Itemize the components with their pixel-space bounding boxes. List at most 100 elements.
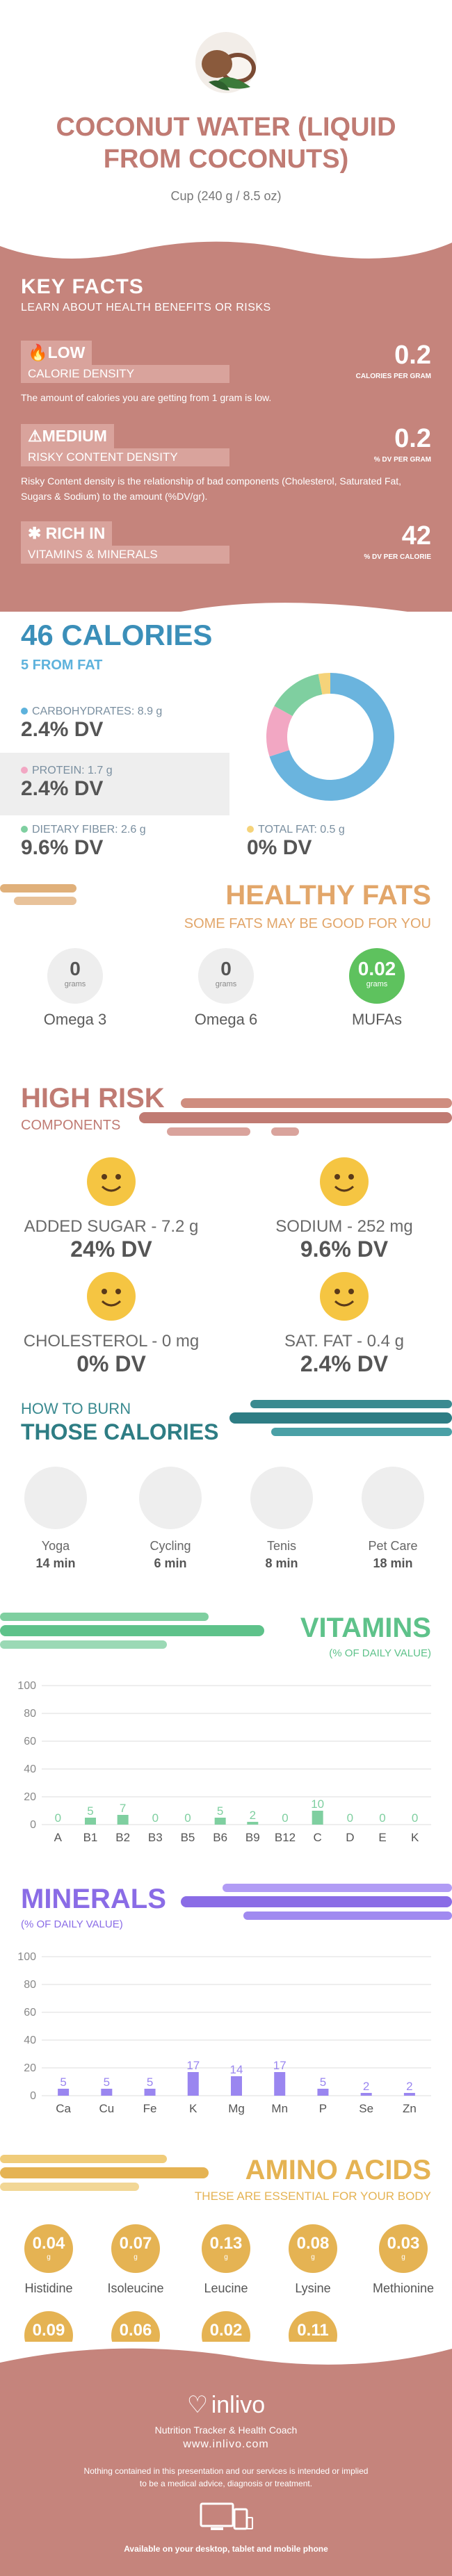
amino-value: 0.07 <box>119 2234 152 2253</box>
footer-url[interactable]: www.inlivo.com <box>183 2438 269 2450</box>
bar-value-label: 17 <box>186 2059 200 2072</box>
bar-value-label: 2 <box>250 1809 256 1822</box>
activity-name: Tenis <box>266 1539 297 1553</box>
bar-value-label: 5 <box>320 2076 326 2089</box>
activity-name: Yoga <box>41 1539 70 1553</box>
donut-slice-fat <box>318 673 330 695</box>
bar-Mn <box>274 2072 286 2096</box>
minerals-bar-chart: 0 20 40 60 80 100 5 Ca 5 Cu 5 Fe 17 K 14 Mg 17 Mn 5 P 2 Se 2 Zn <box>17 1951 431 2115</box>
activity-name: Cycling <box>150 1539 191 1553</box>
decor-stripes <box>0 2155 209 2191</box>
activity-time: 6 min <box>154 1556 187 1570</box>
risk-label: CHOLESTEROL - 0 mg <box>23 1332 200 1351</box>
x-tick-label: B9 <box>245 1831 260 1844</box>
fat-value: 0 <box>70 958 81 979</box>
footer-disclaimer-2: to be a medical advice, diagnosis or tre… <box>139 2479 313 2488</box>
fact-level-text: RICH IN <box>45 524 106 542</box>
wave-divider <box>0 2342 452 2365</box>
nutrient-dv: 2.4% DV <box>21 777 104 800</box>
bar-K <box>187 2072 199 2096</box>
amino-unit: g <box>401 2253 405 2261</box>
bar-Mg <box>231 2076 242 2096</box>
fat-unit: grams <box>64 980 86 988</box>
bar-P <box>317 2089 329 2096</box>
x-tick-label: D <box>346 1831 354 1844</box>
bar-B1 <box>85 1818 96 1825</box>
amino-histidine: 0.04 g Histidine <box>3 2224 94 2296</box>
activity-tenis: Tenis 8 min <box>247 1467 316 1571</box>
nutrient-label: TOTAL FAT: 0.5 g <box>258 824 345 835</box>
amino-value: 0.03 <box>387 2234 420 2253</box>
key-facts-subtitle: LEARN ABOUT HEALTH BENEFITS OR RISKS <box>21 302 271 313</box>
x-tick-label: Mn <box>271 2102 288 2115</box>
fat-value: 0.02 <box>357 958 396 979</box>
bar-value-label: 0 <box>152 1811 159 1825</box>
nutrient-label: DIETARY FIBER: 2.6 g <box>32 824 146 835</box>
bar-value-label: 0 <box>347 1811 353 1825</box>
x-tick-label: B5 <box>181 1831 195 1844</box>
fat-value: 0 <box>220 958 232 979</box>
fact-level: ✱ RICH IN <box>21 521 113 546</box>
title-line-1: COCONUT WATER (LIQUID <box>56 113 396 142</box>
bar-value-label: 5 <box>104 2076 110 2089</box>
calories-section: 46 CALORIES 5 FROM FAT CARBOHYDRATES: 8.… <box>0 603 452 904</box>
healthy-fats-subtitle: SOME FATS MAY BE GOOD FOR YOU <box>184 916 431 931</box>
page-title: COCONUT WATER (LIQUID FROM COCONUTS) <box>0 111 452 175</box>
fat-omega6-label: Omega 6 <box>194 1011 258 1028</box>
yoga-icon <box>24 1467 87 1529</box>
vitamins-title: VITAMINS <box>300 1613 431 1643</box>
x-tick-label: A <box>54 1831 63 1844</box>
decor-stripes <box>139 1098 452 1136</box>
heart-logo-icon: ♡ <box>186 2392 209 2418</box>
coconut-icon <box>195 32 257 93</box>
serving-size: Cup (240 g / 8.5 oz) <box>170 189 282 203</box>
bar-value-label: 14 <box>230 2063 243 2076</box>
fact-description: Risky Content density is the relationshi… <box>21 475 402 502</box>
amino-value: 0.13 <box>209 2234 243 2253</box>
bar-B9 <box>247 1822 259 1825</box>
bar-value-label: 0 <box>412 1811 418 1825</box>
y-tick-label: 80 <box>24 1979 36 1991</box>
amino-name: Histidine <box>24 2281 73 2295</box>
smiley-icon <box>87 1157 136 1206</box>
key-facts-title: KEY FACTS <box>21 275 144 298</box>
fact-level-text: MEDIUM <box>42 427 107 445</box>
fat-omega3-label: Omega 3 <box>43 1011 107 1028</box>
decor-stripes <box>0 884 76 905</box>
nutrient-total-fat: TOTAL FAT: 0.5 g 0% DV <box>247 817 449 867</box>
fact-unit: % DV PER CALORIE <box>364 553 431 561</box>
x-tick-label: K <box>411 1831 419 1844</box>
fact-level-text: LOW <box>47 343 86 361</box>
activity-pet-care: Pet Care 18 min <box>358 1467 428 1571</box>
y-tick-label: 60 <box>24 2007 36 2019</box>
risk-label: SODIUM - 252 mg <box>275 1217 413 1236</box>
footer-disclaimer-1: Nothing contained in this presentation a… <box>83 2466 369 2476</box>
y-tick-label: 0 <box>30 2090 36 2102</box>
y-tick-label: 40 <box>24 2035 36 2046</box>
nutrient-protein: PROTEIN: 1.7 g 2.4% DV <box>21 758 223 808</box>
risk-added-sugar: ADDED SUGAR - 7.2 g 24% DV <box>7 1157 216 1262</box>
healthy-fats-title: HEALTHY FATS <box>225 880 431 911</box>
fat-mufas-circle: 0.02 grams <box>349 948 405 1004</box>
activity-time: 18 min <box>373 1556 413 1570</box>
risk-sat-fat: SAT. FAT - 0.4 g 2.4% DV <box>240 1272 449 1377</box>
amino-unit: g <box>311 2253 315 2261</box>
amino-circle: 0.08 g <box>289 2224 337 2273</box>
healthy-fats-section: HEALTHY FATS SOME FATS MAY BE GOOD FOR Y… <box>0 876 452 1084</box>
footer: ♡ inlivo Nutrition Tracker & Health Coac… <box>0 2342 452 2576</box>
burn-calories-section: HOW TO BURN THOSE CALORIES Yoga 14 min C… <box>0 1390 452 1606</box>
smiley-icon <box>320 1272 369 1321</box>
amino-circle: 0.03 g <box>379 2224 428 2273</box>
amino-value: 0.06 <box>119 2321 152 2340</box>
x-tick-label: E <box>378 1831 386 1844</box>
bar-value-label: 7 <box>120 1802 126 1815</box>
fact-value: 0.2 <box>394 341 431 370</box>
y-tick-label: 20 <box>24 1791 36 1803</box>
amino-circle: 0.13 g <box>202 2224 250 2273</box>
amino-methionine: 0.03 g Methionine <box>358 2224 449 2296</box>
amino-name: Methionine <box>372 2281 435 2295</box>
activity-time: 14 min <box>35 1556 76 1570</box>
calories-from-fat: 5 FROM FAT <box>21 658 103 673</box>
nutrient-label: CARBOHYDRATES: 8.9 g <box>32 706 163 717</box>
legend-dot <box>21 826 28 833</box>
